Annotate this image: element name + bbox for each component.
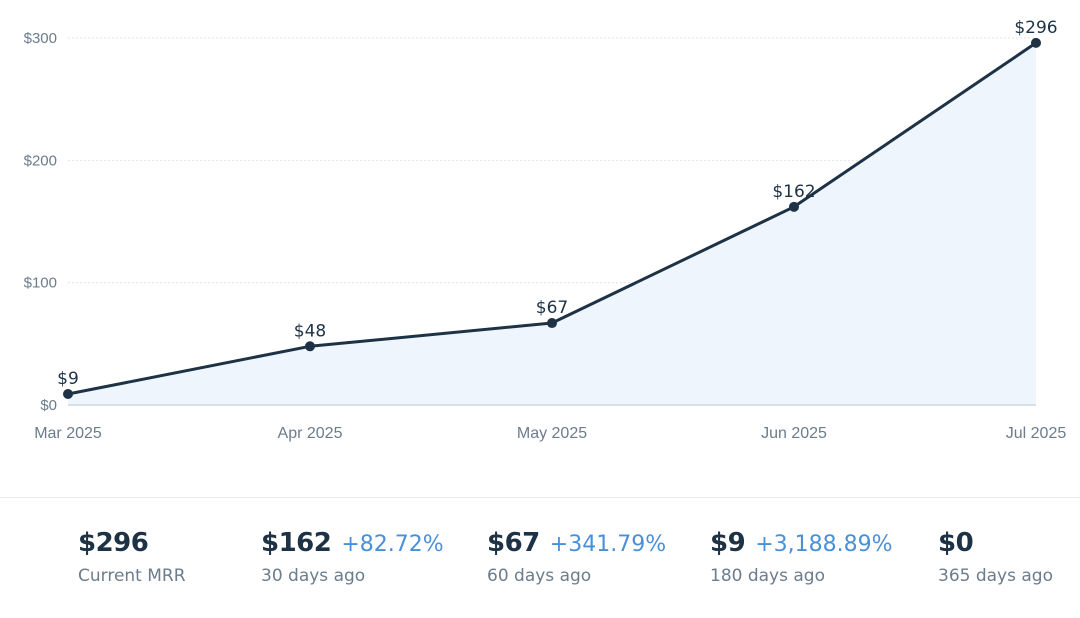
stat-value: $296 — [78, 528, 149, 558]
x-tick-label: May 2025 — [517, 425, 587, 442]
data-point — [63, 388, 73, 399]
area-fill — [68, 42, 1036, 406]
data-label: $67 — [536, 298, 568, 318]
stat-value: $67 — [487, 528, 540, 558]
mrr-chart: $0 $100 $200 $300 Mar 2025 Apr 2025 May 2025 J… — [24, 18, 1067, 442]
grid-lines — [68, 37, 1036, 284]
data-point — [547, 318, 557, 329]
data-point — [789, 201, 799, 212]
stat-value: $0 — [938, 528, 974, 558]
stat-label: Current MRR — [78, 566, 186, 586]
data-labels: $9 $48 $67 $162 $296 — [57, 18, 1057, 389]
data-label: $296 — [1014, 18, 1057, 38]
stat-value: $162 — [261, 528, 332, 558]
stat-365-days-ago: $0 365 days ago — [938, 528, 1053, 586]
data-point — [1031, 37, 1041, 48]
x-tick-label: Mar 2025 — [34, 425, 102, 442]
stat-60-days-ago: $67 +341.79% 60 days ago — [487, 528, 666, 586]
stat-value: $9 — [710, 528, 746, 558]
y-tick-label: $100 — [24, 275, 57, 292]
stat-change: +3,188.89% — [755, 532, 893, 557]
y-tick-label: $200 — [24, 152, 57, 169]
stat-label: 30 days ago — [261, 566, 366, 586]
section-divider — [0, 497, 1080, 498]
x-tick-label: Jul 2025 — [1006, 425, 1067, 442]
y-tick-labels: $0 $100 $200 $300 — [24, 30, 57, 414]
stat-change: +82.72% — [341, 532, 444, 557]
stat-label: 60 days ago — [487, 566, 592, 586]
data-label: $48 — [294, 321, 326, 341]
stats-row: $296 Current MRR $162 +82.72% 30 days ago… — [0, 528, 1080, 608]
y-tick-label: $300 — [24, 30, 57, 47]
data-label: $9 — [57, 369, 79, 389]
stat-label: 180 days ago — [710, 566, 825, 586]
data-points — [63, 37, 1041, 399]
stat-change: +341.79% — [549, 532, 667, 557]
data-label: $162 — [772, 182, 815, 202]
data-point — [305, 341, 315, 352]
x-tick-labels: Mar 2025 Apr 2025 May 2025 Jun 2025 Jul 2025 — [34, 425, 1066, 442]
y-tick-label: $0 — [40, 397, 57, 414]
stat-180-days-ago: $9 +3,188.89% 180 days ago — [710, 528, 893, 586]
x-tick-label: Apr 2025 — [278, 425, 343, 442]
stat-30-days-ago: $162 +82.72% 30 days ago — [261, 528, 444, 586]
stat-current-mrr: $296 Current MRR — [78, 528, 186, 586]
stat-label: 365 days ago — [938, 566, 1053, 586]
x-tick-label: Jun 2025 — [761, 425, 827, 442]
